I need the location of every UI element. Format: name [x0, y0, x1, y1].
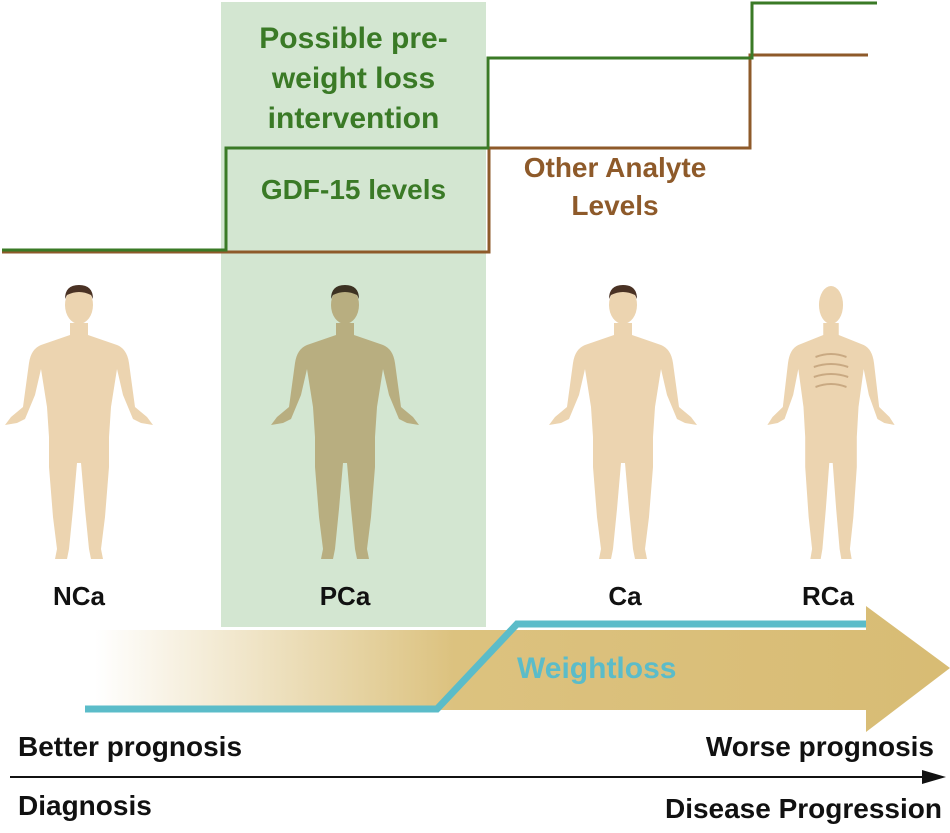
worse-prognosis-label: Worse prognosis: [705, 731, 934, 762]
figure-nca: [5, 285, 153, 559]
other-analyte-label-line1: Other Analyte: [523, 152, 707, 183]
figure-label-pca: PCa: [319, 581, 371, 611]
figure-ca: [549, 285, 697, 559]
weightloss-label: Weightloss: [517, 652, 677, 685]
figure-label-ca: Ca: [608, 581, 642, 611]
figure-pca: [271, 285, 419, 559]
diagnosis-label: Diagnosis: [18, 790, 152, 821]
figure-rca: [767, 286, 895, 559]
intervention-title-line2: weight loss: [271, 62, 436, 95]
progression-axis-arrowhead: [922, 770, 946, 784]
better-prognosis-label: Better prognosis: [18, 731, 243, 762]
weightloss-curve: [85, 620, 866, 713]
gdf15-label: GDF-15 levels: [260, 174, 447, 205]
intervention-title-line3: intervention: [267, 102, 440, 135]
other-analyte-curve: [2, 53, 868, 254]
progression-arrow: [95, 606, 950, 732]
disease-progression-label: Disease Progression: [664, 793, 942, 824]
other-analyte-label-line2: Levels: [571, 190, 659, 221]
gdf15-curve: [2, 1, 877, 252]
intervention-title-line1: Possible pre-: [259, 22, 448, 55]
figure-label-rca: RCa: [801, 581, 854, 611]
figure-label-nca: NCa: [52, 581, 105, 611]
